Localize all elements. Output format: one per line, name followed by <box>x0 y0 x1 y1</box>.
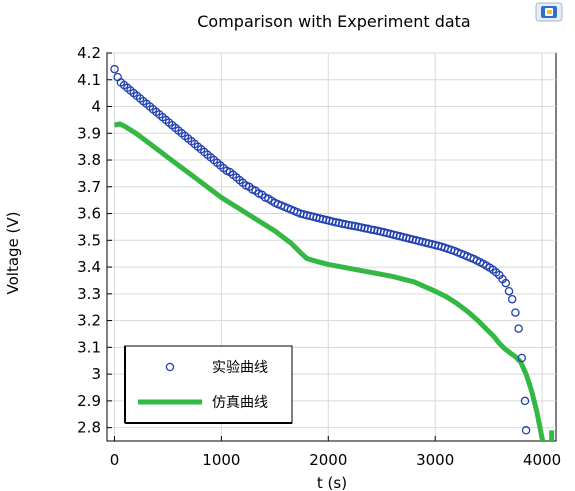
y-tick-label: 3.6 <box>77 205 101 223</box>
chart-title: Comparison with Experiment data <box>197 12 470 31</box>
y-tick-label: 3.7 <box>77 178 101 196</box>
experiment-point <box>504 286 514 296</box>
y-tick-label: 2.8 <box>77 419 101 437</box>
y-tick-label: 3.4 <box>77 258 101 276</box>
x-tick-label: 0 <box>110 451 120 469</box>
y-tick-label: 3.2 <box>77 312 101 330</box>
comsol-logo-icon <box>535 2 563 22</box>
x-tick-label: 4000 <box>523 451 561 469</box>
axis-ticks: 0 1000 2000 3000 4000 2.8 2.9 3 3.1 3.2 3.3 3.4 3.5 3… <box>77 44 561 469</box>
x-tick-label: 1000 <box>202 451 240 469</box>
x-tick-label: 2000 <box>309 451 347 469</box>
simulation-series <box>113 121 555 441</box>
experiment-point <box>501 278 511 288</box>
y-tick-label: 3.1 <box>77 338 101 356</box>
y-axis-label: Voltage (V) <box>4 212 22 295</box>
y-tick-label: 3.3 <box>77 285 101 303</box>
experiment-point <box>514 324 523 333</box>
y-tick-label: 3.8 <box>77 151 101 169</box>
y-tick-label: 3.5 <box>77 231 101 249</box>
experiment-point <box>507 294 517 304</box>
y-tick-label: 4.2 <box>77 44 101 62</box>
experiment-series <box>110 64 531 435</box>
y-tick-label: 4 <box>91 98 101 116</box>
legend-label-experiment: 实验曲线 <box>212 360 268 376</box>
y-tick-label: 4.1 <box>77 71 101 89</box>
experiment-point <box>110 64 119 74</box>
experiment-point <box>344 220 353 230</box>
experiment-point <box>521 426 531 435</box>
x-axis-label: t (s) <box>317 474 347 491</box>
y-tick-label: 3 <box>91 365 101 383</box>
y-tick-label: 3.9 <box>77 124 101 142</box>
legend-marker-experiment <box>165 362 175 372</box>
legend-label-simulation: 仿真曲线 <box>212 395 268 411</box>
x-tick-label: 3000 <box>416 451 454 469</box>
y-tick-label: 2.9 <box>77 392 101 410</box>
experiment-point <box>517 353 527 363</box>
simulation-curve <box>113 121 555 441</box>
experiment-point <box>511 308 520 317</box>
experiment-point <box>520 396 530 406</box>
legend: 实验曲线 仿真曲线 <box>124 345 293 424</box>
